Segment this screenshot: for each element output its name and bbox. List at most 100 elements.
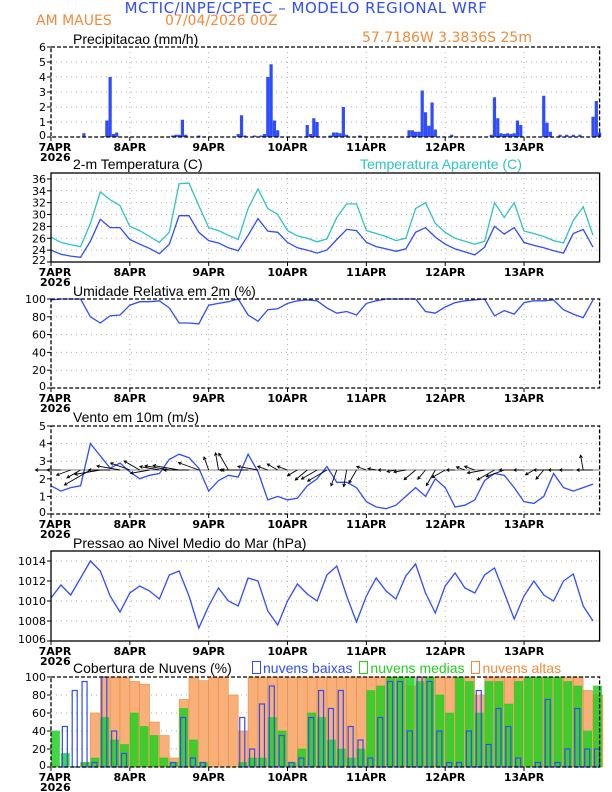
wind-arrow [535,469,545,480]
wind-arrowhead [286,472,291,477]
precip-bar [272,120,276,137]
series-line-0 [50,559,594,630]
wind-arrow [287,469,298,477]
cloud-bar-low [239,716,246,768]
precip-bar [499,133,503,137]
wind-arrowhead [236,465,241,469]
y-tick-label: 4 [39,71,46,84]
precip-bar [115,132,119,137]
cloud-title: Cobertura de Nuvens (%) [73,660,232,676]
wind-arrow [356,466,367,471]
wind-arrow [277,465,288,471]
precip-bar [259,135,263,137]
series-line-0 [50,442,594,510]
y-tick-label: 34 [32,185,46,198]
series-line-0 [50,298,594,325]
x-tick-label: 7APR [39,141,72,154]
run-datetime: 07/04/2026 00Z [165,13,278,29]
x-tick-label: 8APR [113,266,146,279]
wind-arrowhead [377,468,382,472]
y-tick-label: 1008 [18,615,46,628]
wind-arrow [330,469,338,486]
cloud-bar-low [455,761,463,768]
cloud-bar-mid [159,757,169,768]
x-tick-label: 7APR [39,771,72,784]
wind-arrowhead [466,470,471,475]
x-tick-label: 13APR [504,645,545,658]
precip-bar [197,135,201,137]
cloud-bar-low [377,716,384,768]
cloud-bar-mid [534,676,543,768]
wind-arrowhead [330,482,334,487]
year-label: 2026 [40,781,71,792]
wind-arrow [203,456,210,471]
wind-arrowhead [558,468,563,472]
wind-arrowhead [218,452,222,457]
cloud-bar-low [101,676,108,768]
precip-bar [427,125,431,137]
y-tick-label: 1 [39,116,46,129]
cloud-bar-mid [553,676,563,768]
wind-arrow [130,469,150,474]
year-label: 2026 [40,402,71,415]
wind-arrowhead [575,468,580,472]
wind-arrowhead [498,468,503,472]
x-tick-label: 7APR [39,266,72,279]
wind-arrowhead [367,467,371,471]
precip-bar [433,129,437,137]
wind-arrowhead [463,465,468,469]
series-line-0 [50,215,594,258]
wind-arrow [348,469,357,484]
wind-arrowhead [306,478,311,482]
x-tick-label: 7APR [39,518,72,531]
precip-bar [328,135,332,137]
precip-bar [545,122,549,137]
wind-title: Vento em 10m (m/s) [73,409,200,425]
temperature-title: 2-m Temperatura (C) [73,156,203,172]
wind-arrow [580,455,584,471]
y-tick-label: 32 [32,197,46,210]
precip-bar [236,134,240,137]
wind-arrow [178,462,199,471]
wind-arrow [257,465,268,471]
wind-arrow [215,452,219,471]
wind-arrow [525,469,535,476]
precip-bar [331,132,336,137]
x-tick-label: 13APR [504,141,545,154]
y-tick-label: 5 [39,56,46,69]
precip-bar [338,133,342,137]
wind-arrow [307,469,328,482]
legend-high-label: nuvens altas [482,660,562,676]
cloud-bar-high [228,694,239,768]
apparent-temperature-title: Temperatura Aparente (C) [360,156,522,172]
precip-bar [542,95,546,137]
precip-bar [420,90,424,137]
wind-arrowhead [66,475,71,479]
x-tick-label: 8APR [113,518,146,531]
wind-arrowhead [63,482,68,486]
cloud-bar-low [180,716,187,768]
precip-bar [502,134,506,137]
y-tick-label: 3 [39,86,46,99]
precip-bar [108,77,112,137]
x-tick-label: 9APR [192,266,225,279]
cloud-bar-low [396,680,404,768]
panel-3: 0 1 2 3 4 5 7APR 8APR 9APR 10APR 11APR 12APR 13APR 20… [34,420,601,541]
wind-arrow [74,469,101,475]
precip-bar [509,134,513,137]
x-tick-label: 12APR [425,518,466,531]
wind-arrowhead [34,468,39,472]
x-tick-label: 11APR [346,518,387,531]
y-tick-label: 2 [39,101,46,114]
precip-title: Precipitacao (mm/h) [73,31,199,47]
wind-arrow [425,469,436,486]
wind-arrowhead [276,465,281,469]
y-tick-label: 80 [32,311,46,324]
panel-frame [50,676,601,768]
precip-bar [269,64,273,137]
wind-arrowhead [445,468,450,472]
wind-arrow [237,466,259,471]
wind-arrowhead [485,474,490,478]
legend-swatch-high [471,661,481,674]
wind-arrowhead [177,461,182,466]
